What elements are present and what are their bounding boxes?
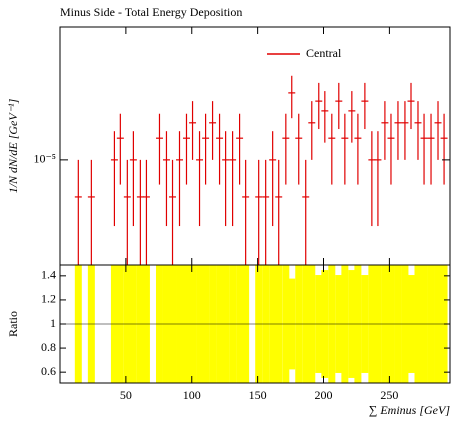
ratio-axis-label: Ratio	[6, 311, 20, 337]
x-tick-label: 100	[183, 388, 201, 402]
x-axis-label: ∑ Eminus [GeV]	[369, 403, 451, 417]
x-tick-label: 150	[249, 388, 267, 402]
y-tick-label: 1.4	[41, 268, 56, 282]
y-tick-label: 1	[50, 316, 56, 330]
x-tick-label: 250	[380, 388, 398, 402]
legend-label: Central	[306, 46, 342, 60]
chart-title: Minus Side - Total Energy Deposition	[60, 5, 242, 19]
y-tick-label: 10⁻⁵	[33, 152, 56, 166]
y-tick-label: 1.2	[41, 292, 56, 306]
y-axis-label: 1/N dN/dE [GeV⁻¹]	[6, 98, 20, 193]
x-tick-label: 200	[315, 388, 333, 402]
y-tick-label: 0.6	[41, 364, 56, 378]
ratio-frame	[59, 264, 451, 384]
x-tick-label: 50	[120, 388, 132, 402]
y-tick-label: 0.8	[41, 340, 56, 354]
